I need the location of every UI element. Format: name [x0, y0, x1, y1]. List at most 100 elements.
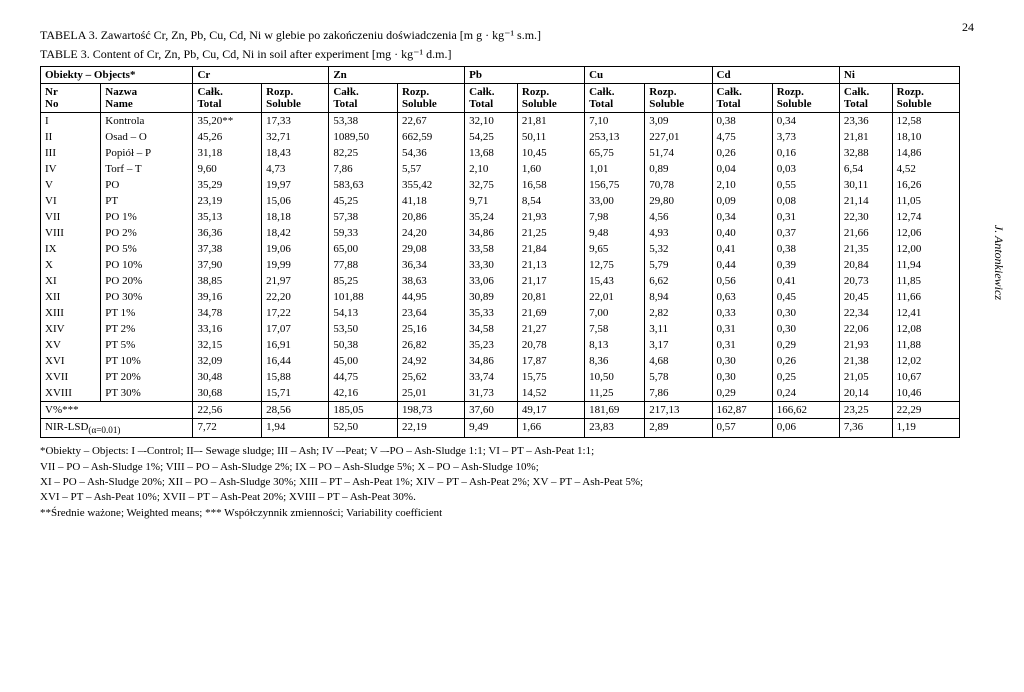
table-row: XVPT 5%32,1516,9150,3826,8235,2320,788,1…: [41, 337, 960, 353]
cell: 0,03: [772, 161, 839, 177]
table-row: VPO35,2919,97583,63355,4232,7516,58156,7…: [41, 177, 960, 193]
cell: 59,33: [329, 225, 398, 241]
cell-name: PO 30%: [101, 289, 193, 305]
cell: 52,50: [329, 419, 398, 438]
cell: 54,13: [329, 305, 398, 321]
cell: 0,30: [712, 369, 772, 385]
cell: 28,56: [262, 402, 329, 419]
cell: 2,82: [645, 305, 712, 321]
cell: 23,83: [585, 419, 645, 438]
table-body: IKontrola35,20**17,3353,3822,6732,1021,8…: [41, 113, 960, 402]
footnotes: *Obiekty – Objects: I –-Control; II–- Se…: [40, 444, 960, 521]
cell-nr: XIII: [41, 305, 101, 321]
cell: 21,05: [839, 369, 892, 385]
cell: 0,26: [772, 353, 839, 369]
cell: 50,38: [329, 337, 398, 353]
cell: 25,01: [397, 385, 464, 402]
cell: 21,66: [839, 225, 892, 241]
cell: 0,29: [772, 337, 839, 353]
cell: 37,60: [465, 402, 518, 419]
cell: 21,17: [517, 273, 584, 289]
table-row: XIIIPT 1%34,7817,2254,1323,6435,3321,697…: [41, 305, 960, 321]
cell: 21,13: [517, 257, 584, 273]
cell-name: PT 30%: [101, 385, 193, 402]
cell: 0,30: [772, 321, 839, 337]
cell: 16,58: [517, 177, 584, 193]
cell: 18,18: [262, 209, 329, 225]
cell: 11,94: [892, 257, 959, 273]
cell-name: PT 10%: [101, 353, 193, 369]
cell: 54,36: [397, 145, 464, 161]
cell: 22,06: [839, 321, 892, 337]
cell: 12,75: [585, 257, 645, 273]
cell: 0,08: [772, 193, 839, 209]
cell: 15,75: [517, 369, 584, 385]
cell: 9,65: [585, 241, 645, 257]
cell: 0,30: [772, 305, 839, 321]
cell: 15,43: [585, 273, 645, 289]
th-cr: Cr: [193, 67, 329, 84]
cell: 7,72: [193, 419, 262, 438]
cell: 29,08: [397, 241, 464, 257]
cell: 21,69: [517, 305, 584, 321]
cell: 9,60: [193, 161, 262, 177]
caption-en: TABLE 3. Content of Cr, Zn, Pb, Cu, Cd, …: [40, 47, 984, 62]
cell: 35,33: [465, 305, 518, 321]
cell: 2,10: [465, 161, 518, 177]
cell: 32,15: [193, 337, 262, 353]
cell: 15,06: [262, 193, 329, 209]
table-row: IIIPopiół – P31,1818,4382,2554,3613,6810…: [41, 145, 960, 161]
cell: 18,42: [262, 225, 329, 241]
cell: 30,11: [839, 177, 892, 193]
cell: 7,86: [329, 161, 398, 177]
cell: 35,24: [465, 209, 518, 225]
cell-nr: I: [41, 113, 101, 130]
cell: 5,32: [645, 241, 712, 257]
footnote-line: XVI – PT – Ash-Peat 10%; XVII – PT – Ash…: [40, 490, 960, 505]
cell: 0,41: [712, 241, 772, 257]
cell: 45,25: [329, 193, 398, 209]
cell: 0,30: [712, 353, 772, 369]
th-zn: Zn: [329, 67, 465, 84]
cell: 33,74: [465, 369, 518, 385]
cell: 25,16: [397, 321, 464, 337]
cell: 10,67: [892, 369, 959, 385]
cell: 22,29: [892, 402, 959, 419]
cell-name: PT 1%: [101, 305, 193, 321]
cell: 12,58: [892, 113, 959, 130]
cell: 33,00: [585, 193, 645, 209]
cell: 77,88: [329, 257, 398, 273]
cell: 49,17: [517, 402, 584, 419]
footnote-line: VII – PO – Ash-Sludge 1%; VIII – PO – As…: [40, 460, 960, 475]
table-row: IKontrola35,20**17,3353,3822,6732,1021,8…: [41, 113, 960, 130]
cell: 0,25: [772, 369, 839, 385]
cell: 8,54: [517, 193, 584, 209]
cell: 19,97: [262, 177, 329, 193]
cell: 20,84: [839, 257, 892, 273]
cell: 22,34: [839, 305, 892, 321]
cell: 7,58: [585, 321, 645, 337]
th-cd-sol: Rozp.Soluble: [772, 84, 839, 113]
cell: 0,56: [712, 273, 772, 289]
cell: 21,93: [839, 337, 892, 353]
cell: 9,49: [465, 419, 518, 438]
cell-nr: IV: [41, 161, 101, 177]
cell: 23,19: [193, 193, 262, 209]
table-row: XIIPO 30%39,1622,20101,8844,9530,8920,81…: [41, 289, 960, 305]
footnote-line: *Obiekty – Objects: I –-Control; II–- Se…: [40, 444, 960, 459]
cell-nr: XII: [41, 289, 101, 305]
cell-name: Torf – T: [101, 161, 193, 177]
cell: 22,19: [397, 419, 464, 438]
table-row: XPO 10%37,9019,9977,8836,3433,3021,1312,…: [41, 257, 960, 273]
th-cu: Cu: [585, 67, 712, 84]
cell: 0,38: [712, 113, 772, 130]
cell: 0,31: [772, 209, 839, 225]
side-author: J. Antonkiewicz: [991, 225, 1006, 300]
cell: 8,94: [645, 289, 712, 305]
cell: 0,38: [772, 241, 839, 257]
cell: 16,44: [262, 353, 329, 369]
cell: 16,26: [892, 177, 959, 193]
cell-name: PT 5%: [101, 337, 193, 353]
cell-name: PO 10%: [101, 257, 193, 273]
cell: 7,86: [645, 385, 712, 402]
